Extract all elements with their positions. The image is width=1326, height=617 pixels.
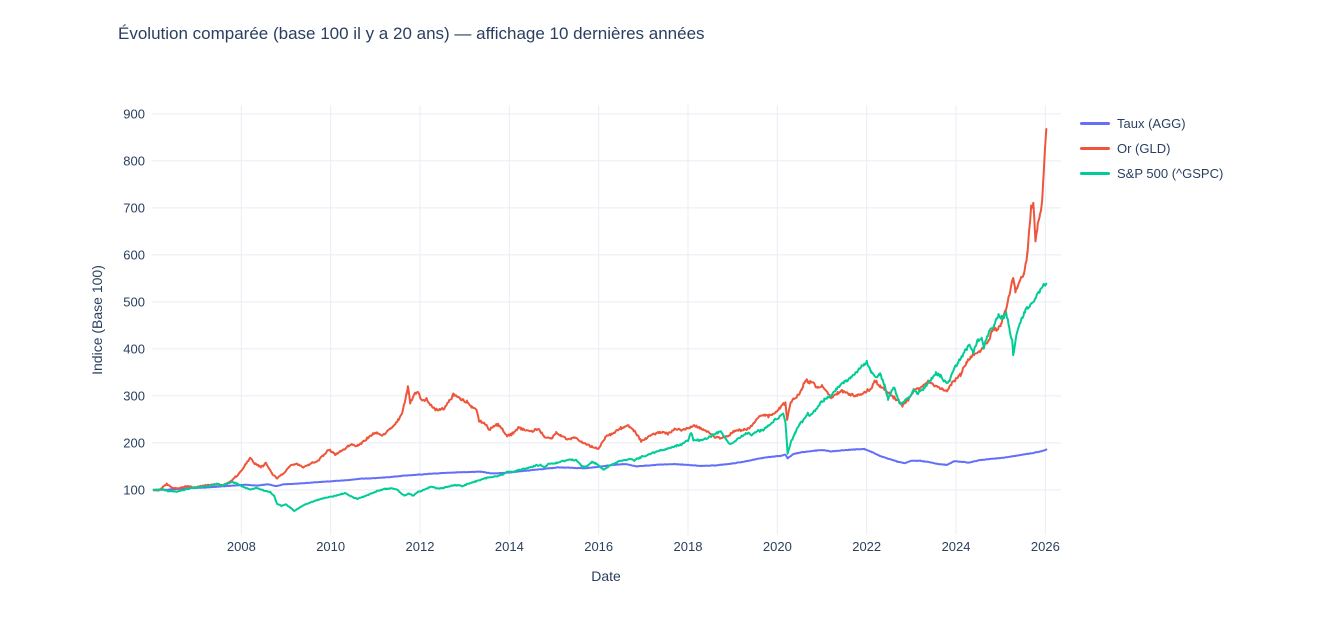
x-tick-label: 2012 bbox=[406, 539, 435, 554]
y-tick-label: 700 bbox=[123, 200, 145, 215]
chart-title: Évolution comparée (base 100 il y a 20 a… bbox=[118, 24, 705, 43]
tick-labels: 100 200 300 400 500 600 700 800 900 2008 2010 2012 2… bbox=[123, 106, 1060, 554]
legend-item-or-gld[interactable]: Or (GLD) bbox=[1080, 136, 1223, 161]
legend-item-label: Taux (AGG) bbox=[1117, 116, 1186, 131]
legend: Taux (AGG) Or (GLD) S&P 500 (^GSPC) bbox=[1080, 111, 1223, 186]
legend-item-sp500-gspc[interactable]: S&P 500 (^GSPC) bbox=[1080, 161, 1223, 186]
x-axis-title: Date bbox=[591, 568, 621, 584]
y-tick-label: 100 bbox=[123, 482, 145, 497]
legend-item-label: S&P 500 (^GSPC) bbox=[1117, 166, 1224, 181]
y-tick-label: 800 bbox=[123, 153, 145, 168]
y-tick-label: 500 bbox=[123, 294, 145, 309]
y-tick-label: 300 bbox=[123, 388, 145, 403]
legend-line-swatch bbox=[1080, 172, 1110, 175]
y-tick-label: 400 bbox=[123, 341, 145, 356]
y-tick-label: 900 bbox=[123, 106, 145, 121]
x-tick-label: 2026 bbox=[1031, 539, 1060, 554]
legend-line-swatch bbox=[1080, 147, 1110, 150]
x-tick-label: 2022 bbox=[852, 539, 881, 554]
y-axis-title: Indice (Base 100) bbox=[89, 265, 105, 375]
legend-line-swatch bbox=[1080, 122, 1110, 125]
x-tick-label: 2008 bbox=[227, 539, 256, 554]
series-line-taux-agg bbox=[152, 447, 1048, 491]
legend-item-taux-agg[interactable]: Taux (AGG) bbox=[1080, 111, 1223, 136]
x-tick-label: 2020 bbox=[763, 539, 792, 554]
y-tick-label: 600 bbox=[123, 247, 145, 262]
x-tick-label: 2016 bbox=[584, 539, 613, 554]
series-line-or-gld bbox=[152, 128, 1048, 492]
gridlines bbox=[152, 105, 1061, 535]
y-tick-label: 200 bbox=[123, 435, 145, 450]
x-tick-label: 2010 bbox=[316, 539, 345, 554]
series-line-sp500-gspc bbox=[152, 282, 1048, 512]
x-tick-label: 2024 bbox=[942, 539, 971, 554]
legend-item-label: Or (GLD) bbox=[1117, 141, 1171, 156]
x-tick-label: 2014 bbox=[495, 539, 524, 554]
x-tick-label: 2018 bbox=[674, 539, 703, 554]
